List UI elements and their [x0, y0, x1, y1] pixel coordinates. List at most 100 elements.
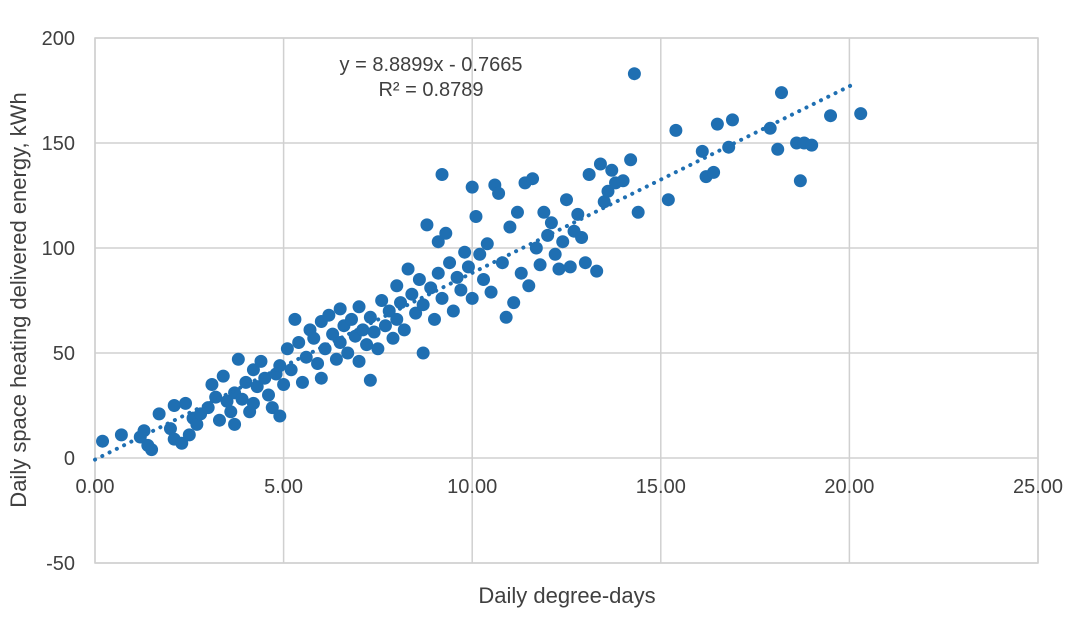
data-point [333, 302, 347, 316]
data-point [390, 279, 404, 293]
data-point [503, 220, 517, 234]
data-point [216, 369, 230, 383]
data-point [492, 186, 506, 200]
data-point [258, 371, 272, 385]
data-point [145, 443, 159, 457]
data-point [624, 153, 638, 167]
y-tick-label: 0 [64, 448, 75, 470]
data-point [590, 264, 604, 278]
data-point [96, 434, 110, 448]
data-point [669, 123, 683, 137]
data-point [526, 172, 540, 186]
data-point [473, 247, 487, 261]
data-point [548, 247, 562, 261]
data-point [563, 260, 577, 274]
x-tick-label: 0.00 [76, 476, 115, 498]
plot-area-border [94, 37, 1039, 564]
data-point [416, 346, 430, 360]
data-point [771, 142, 785, 156]
data-point [450, 270, 464, 284]
data-point [582, 168, 596, 181]
data-point [412, 273, 426, 286]
data-point [537, 205, 551, 219]
data-point [114, 428, 128, 442]
data-point [597, 195, 611, 209]
data-point [601, 184, 615, 198]
data-point [212, 413, 226, 427]
data-point [544, 216, 558, 230]
data-point [575, 231, 589, 244]
x-tick-label: 20.00 [824, 476, 874, 498]
data-point [469, 210, 483, 223]
data-point [593, 157, 607, 171]
data-point [465, 291, 479, 305]
data-point [420, 218, 434, 232]
data-point [427, 312, 441, 326]
data-point [314, 371, 328, 385]
data-point [386, 331, 400, 345]
data-point [360, 338, 374, 352]
data-point [239, 375, 253, 389]
data-point [416, 298, 430, 312]
data-point [262, 388, 276, 402]
data-point [175, 436, 189, 450]
data-point [556, 235, 570, 249]
linear-trendline [93, 82, 856, 462]
data-point [710, 117, 724, 131]
data-point [371, 342, 385, 356]
data-point [439, 226, 453, 240]
data-point [341, 346, 355, 360]
data-point [510, 205, 524, 219]
data-point [344, 312, 358, 326]
data-point [805, 138, 819, 152]
data-point [182, 428, 196, 442]
data-point [397, 323, 411, 337]
data-point [605, 163, 619, 177]
data-point [265, 401, 279, 415]
data-point [454, 283, 468, 297]
y-tick-label: 150 [42, 133, 75, 155]
data-point [307, 331, 321, 345]
data-point [322, 308, 336, 322]
data-point [458, 245, 472, 259]
data-point [560, 193, 573, 207]
x-tick-labels: 0.00 5.00 10.00 15.00 20.00 25.00 [76, 476, 1064, 498]
data-point [431, 266, 445, 280]
data-point [480, 237, 494, 251]
data-point [541, 228, 555, 242]
data-point [707, 165, 721, 179]
data-point [533, 258, 547, 272]
data-point [495, 256, 509, 270]
data-point [179, 396, 193, 410]
x-tick-label: 15.00 [636, 476, 686, 498]
data-point [578, 256, 592, 270]
data-point [775, 86, 789, 100]
data-point [616, 174, 630, 188]
trendline [93, 82, 856, 462]
data-point [254, 354, 268, 368]
trendline-r-squared: R² = 0.8789 [378, 79, 483, 101]
data-point [295, 375, 309, 389]
data-point [401, 262, 415, 276]
data-point [443, 256, 457, 270]
data-point [277, 378, 291, 391]
data-point [695, 144, 709, 158]
data-point [405, 287, 419, 301]
data-point [627, 67, 641, 81]
data-point [152, 407, 166, 421]
data-point [363, 310, 377, 324]
y-tick-label: 100 [42, 238, 75, 260]
data-point [205, 378, 219, 391]
x-axis-title: Daily degree-days [478, 583, 655, 608]
y-tick-label: 200 [42, 28, 75, 50]
data-point [363, 373, 377, 387]
data-point [507, 296, 521, 310]
data-point [246, 396, 260, 410]
data-point [292, 336, 306, 349]
data-point [824, 109, 838, 123]
data-point [228, 417, 242, 431]
data-point [333, 336, 347, 349]
data-point [763, 121, 777, 135]
data-point [246, 363, 260, 377]
